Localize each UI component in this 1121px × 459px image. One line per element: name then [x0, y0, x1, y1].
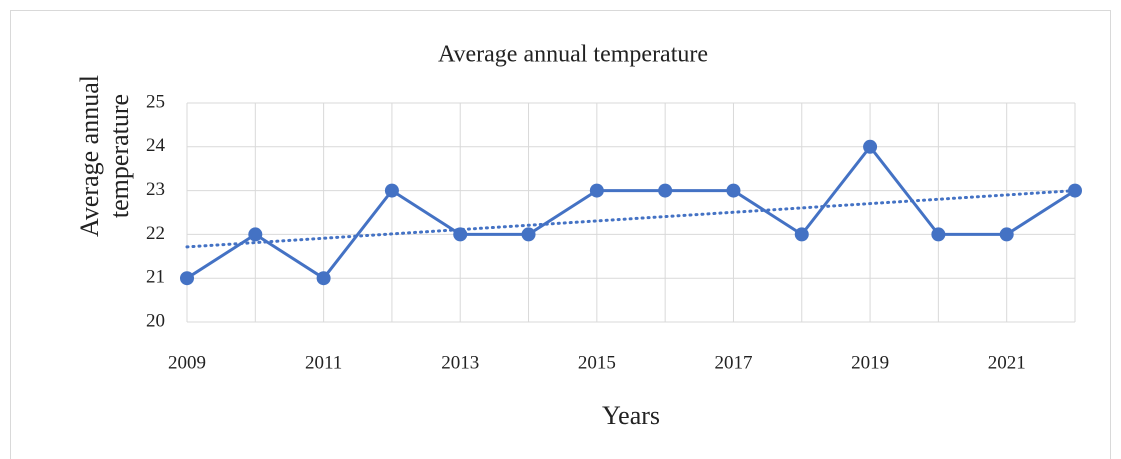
point: [863, 139, 878, 154]
point: [384, 183, 399, 198]
point: [931, 227, 946, 242]
point: [316, 271, 331, 286]
y-tick-label: 23: [146, 179, 165, 200]
x-tick-label: 2009: [168, 352, 206, 373]
y-tick-label: 22: [146, 223, 165, 244]
series-line: [186, 144, 1076, 281]
point: [180, 271, 194, 286]
chart-title: Average annual temperature: [438, 42, 708, 68]
x-tick-label: 2011: [305, 352, 342, 373]
point: [999, 227, 1014, 242]
y-axis-label: Average annual temperature: [75, 75, 134, 237]
point: [794, 227, 809, 242]
point: [726, 183, 741, 198]
x-tick-label: 2017: [714, 352, 752, 373]
point: [658, 183, 673, 198]
point: [521, 227, 536, 242]
x-tick-label: 2019: [851, 352, 889, 373]
y-tick-label: 24: [146, 135, 166, 156]
y-tick-label: 25: [146, 91, 165, 112]
chart-border: [10, 10, 1111, 459]
x-tick-label: 2015: [578, 352, 616, 373]
x-axis-label: Years: [602, 401, 660, 430]
x-tick-label: 2013: [441, 352, 479, 373]
y-tick-label: 20: [146, 310, 165, 331]
x-tick-label: 2021: [988, 352, 1026, 373]
point: [453, 227, 468, 242]
point: [589, 183, 604, 198]
point: [1068, 183, 1082, 198]
y-tick-label: 21: [146, 267, 165, 288]
point: [248, 227, 263, 242]
trendline: [185, 189, 1077, 249]
